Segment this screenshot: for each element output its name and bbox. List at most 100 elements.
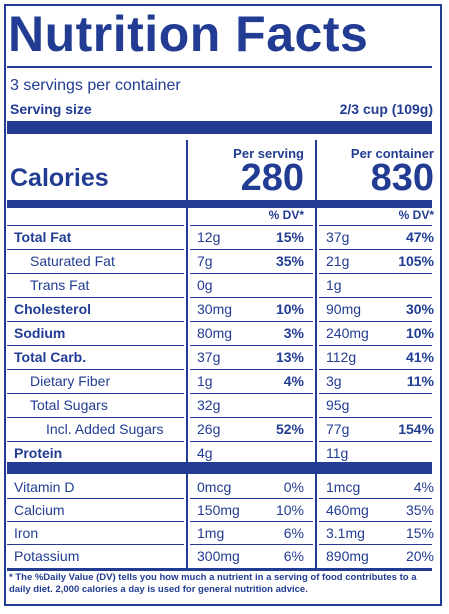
row-separator [190, 225, 313, 226]
row-separator [7, 369, 184, 370]
thick-divider-vitamins [7, 462, 432, 474]
serving-amount: 30mg [197, 301, 233, 317]
row-separator [7, 273, 184, 274]
serving-amount: 1mg [197, 525, 225, 541]
serving-size-label: Serving size [10, 101, 92, 117]
row-separator [7, 321, 184, 322]
row-separator [190, 498, 313, 499]
nutrient-name: Dietary Fiber [30, 373, 111, 389]
calories-per-serving: 280 [240, 157, 304, 199]
row-separator [7, 544, 184, 545]
dv-header-container: % DV* [398, 208, 434, 222]
row-separator [190, 441, 313, 442]
row-separator [319, 498, 432, 499]
column-divider-serving [186, 140, 188, 569]
label-title: Nutrition Facts [8, 6, 369, 62]
serving-dv: 0% [283, 479, 304, 495]
row-separator [190, 345, 313, 346]
per-serving-header: Per serving [233, 146, 304, 161]
container-amount: 90mg [326, 301, 362, 317]
container-dv: 15% [405, 525, 434, 541]
container-amount: 112g [326, 349, 357, 365]
row-separator [319, 345, 432, 346]
container-amount: 77g [326, 421, 350, 437]
title-divider [7, 66, 432, 68]
container-dv: 30% [405, 301, 434, 317]
serving-dv: 10% [275, 502, 304, 518]
row-separator [319, 249, 432, 250]
container-amount: 95g [326, 397, 350, 413]
serving-dv: 3% [283, 325, 304, 341]
row-separator [319, 225, 432, 226]
container-dv: 105% [398, 253, 434, 269]
row-separator [7, 521, 184, 522]
nutrient-name: Incl. Added Sugars [46, 421, 164, 437]
micronutrient-name: Iron [14, 525, 39, 541]
serving-dv: 15% [275, 229, 304, 245]
footnote: * The %Daily Value (DV) tells you how mu… [9, 572, 417, 595]
nutrient-name: Total Sugars [30, 397, 108, 413]
row-separator [190, 393, 313, 394]
row-separator [7, 417, 184, 418]
container-amount: 1mcg [326, 479, 361, 495]
calories-per-container: 830 [370, 157, 434, 199]
nutrient-name: Trans Fat [30, 277, 90, 293]
serving-amount: 37g [197, 349, 221, 365]
nutrient-name: Protein [14, 445, 63, 461]
nutrient-name: Total Fat [14, 229, 72, 245]
row-separator [190, 297, 313, 298]
container-amount: 11g [326, 445, 349, 461]
serving-amount: 300mg [197, 548, 240, 564]
row-separator [319, 441, 432, 442]
container-amount: 1g [326, 277, 342, 293]
row-separator [7, 498, 184, 499]
serving-amount: 1g [197, 373, 213, 389]
servings-per-container: 3 servings per container [10, 77, 181, 94]
row-separator [319, 544, 432, 545]
container-dv: 10% [405, 325, 434, 341]
row-separator [319, 369, 432, 370]
row-separator [319, 521, 432, 522]
footnote-divider [7, 568, 432, 571]
container-dv: 4% [413, 479, 434, 495]
nutrient-name: Saturated Fat [30, 253, 115, 269]
nutrient-name: Cholesterol [14, 301, 92, 317]
container-amount: 3.1mg [326, 525, 365, 541]
nutrient-name: Sodium [14, 325, 66, 341]
container-dv: 154% [398, 421, 434, 437]
container-dv: 11% [406, 373, 434, 389]
row-separator [319, 273, 432, 274]
column-divider-container [315, 140, 317, 569]
container-amount: 240mg [326, 325, 369, 341]
serving-amount: 7g [197, 253, 213, 269]
micronutrient-name: Vitamin D [14, 479, 75, 495]
micronutrient-name: Calcium [14, 502, 65, 518]
serving-dv: 10% [275, 301, 304, 317]
row-separator [190, 417, 313, 418]
thick-divider-calories [7, 200, 432, 208]
row-separator [319, 417, 432, 418]
calories-label: Calories [10, 164, 109, 192]
container-amount: 37g [326, 229, 350, 245]
serving-amount: 0mcg [197, 479, 232, 495]
row-separator [7, 441, 184, 442]
serving-amount: 26g [197, 421, 221, 437]
container-dv: 47% [405, 229, 434, 245]
row-separator [190, 273, 313, 274]
row-separator [319, 393, 432, 394]
thick-divider-top [7, 121, 432, 134]
per-container-header: Per container [350, 146, 434, 161]
serving-amount: 0g [197, 277, 213, 293]
row-separator [7, 297, 184, 298]
serving-dv: 52% [275, 421, 304, 437]
container-amount: 21g [326, 253, 350, 269]
serving-amount: 150mg [197, 502, 240, 518]
serving-dv: 13% [275, 349, 304, 365]
serving-amount: 12g [197, 229, 221, 245]
serving-amount: 32g [197, 397, 221, 413]
row-separator [190, 544, 313, 545]
row-separator [7, 225, 184, 226]
serving-dv: 6% [283, 548, 304, 564]
row-separator [7, 393, 184, 394]
nutrition-label [4, 4, 442, 606]
